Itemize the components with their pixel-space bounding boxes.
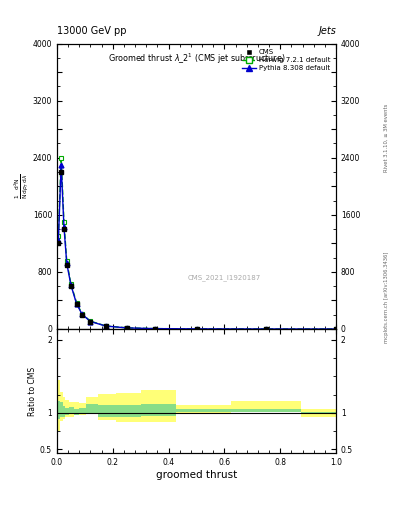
Text: CMS_2021_I1920187: CMS_2021_I1920187	[188, 274, 261, 281]
X-axis label: groomed thrust: groomed thrust	[156, 470, 237, 480]
Text: Jets: Jets	[318, 26, 336, 36]
Text: mcplots.cern.ch [arXiv:1306.3436]: mcplots.cern.ch [arXiv:1306.3436]	[384, 251, 389, 343]
Y-axis label: Ratio to CMS: Ratio to CMS	[28, 367, 37, 416]
Y-axis label: $\frac{1}{\mathrm{N}}\frac{\mathrm{d}^2\mathrm{N}}{\mathrm{d}p_T\,\mathrm{d}\lam: $\frac{1}{\mathrm{N}}\frac{\mathrm{d}^2\…	[13, 174, 31, 199]
Text: 13000 GeV pp: 13000 GeV pp	[57, 26, 127, 36]
Text: Groomed thrust $\lambda\_2^1$ (CMS jet substructure): Groomed thrust $\lambda\_2^1$ (CMS jet s…	[108, 52, 285, 67]
Legend: CMS, Herwig 7.2.1 default, Pythia 8.308 default: CMS, Herwig 7.2.1 default, Pythia 8.308 …	[240, 47, 332, 73]
Text: Rivet 3.1.10, ≥ 3M events: Rivet 3.1.10, ≥ 3M events	[384, 104, 389, 173]
